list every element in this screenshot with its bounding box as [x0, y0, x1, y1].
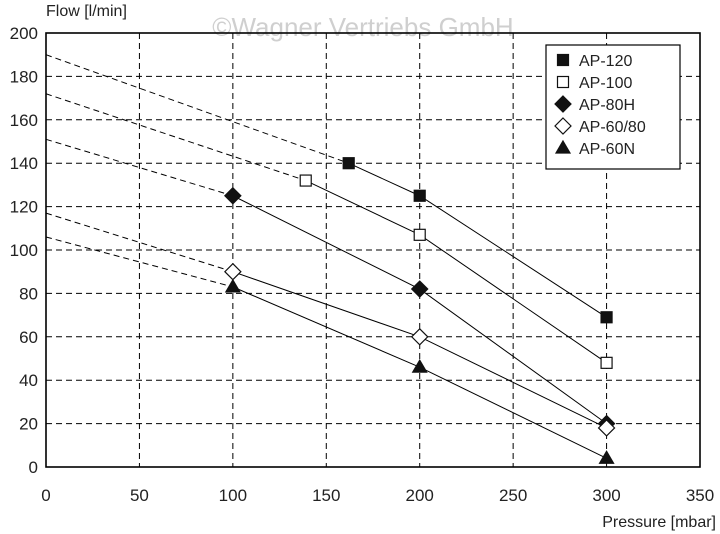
data-point-ap-120-1 — [413, 189, 426, 202]
watermark-text: ©Wagner Vertriebs GmbH — [212, 12, 513, 42]
x-tick-label-0: 0 — [41, 486, 50, 505]
x-tick-label-350: 350 — [686, 486, 714, 505]
x-tick-label-50: 50 — [130, 486, 149, 505]
extrapolation-line-ap-120 — [45, 54, 349, 164]
extrapolation-lines — [45, 54, 349, 288]
data-point-ap-80h-0 — [224, 186, 242, 205]
legend-marker-ap-100 — [556, 75, 570, 89]
data-point-ap-60-80-0 — [224, 262, 242, 281]
x-tick-label-200: 200 — [406, 486, 434, 505]
y-tick-label-100: 100 — [10, 241, 38, 260]
x-tick-label-100: 100 — [219, 486, 247, 505]
y-tick-label-40: 40 — [19, 371, 38, 390]
extrapolation-line-ap-60-80 — [45, 212, 234, 273]
y-axis-label: Flow [l/min] — [46, 3, 127, 20]
data-point-ap-60n-0 — [224, 278, 241, 293]
legend-label-ap-60-80: AP-60/80 — [579, 119, 646, 136]
series-line-ap-100 — [305, 180, 607, 364]
x-axis-label: Pressure [mbar] — [602, 514, 716, 531]
y-tick-label-140: 140 — [10, 154, 38, 173]
series-line-ap-120 — [348, 162, 607, 318]
y-tick-label-0: 0 — [29, 458, 38, 477]
legend-label-ap-100: AP-100 — [579, 75, 632, 92]
data-point-ap-120-0 — [342, 157, 355, 170]
data-point-ap-100-1 — [413, 228, 426, 241]
data-point-ap-80h-1 — [410, 280, 429, 298]
data-point-ap-60n-2 — [598, 450, 615, 464]
y-tick-label-80: 80 — [19, 284, 38, 303]
legend-label-ap-80h: AP-80H — [579, 97, 635, 114]
data-point-ap-100-2 — [600, 356, 613, 369]
y-tick-label-180: 180 — [10, 67, 38, 86]
extrapolation-line-ap-60n — [45, 236, 233, 288]
x-tick-label-150: 150 — [312, 486, 340, 505]
y-tick-label-200: 200 — [10, 24, 38, 43]
y-tick-labels: 0 20 40 60 80 100 120 140 160 180 200 — [10, 24, 38, 477]
y-tick-label-60: 60 — [19, 328, 38, 347]
data-point-ap-100-0 — [299, 174, 312, 187]
legend-marker-ap-60n — [554, 139, 572, 154]
x-tick-label-250: 250 — [499, 486, 527, 505]
data-point-ap-60n-1 — [411, 358, 428, 373]
legend-marker-ap-80h — [554, 95, 572, 113]
extrapolation-line-ap-100 — [45, 93, 306, 182]
extrapolation-line-ap-80h — [45, 138, 234, 197]
data-point-ap-60-80-2 — [597, 419, 616, 437]
y-tick-label-20: 20 — [19, 415, 38, 434]
data-point-ap-60-80-1 — [410, 327, 429, 346]
data-point-ap-120-2 — [600, 311, 613, 324]
legend-label-ap-120: AP-120 — [579, 53, 632, 70]
series-markers — [224, 157, 616, 464]
legend-label-ap-60n: AP-60N — [579, 141, 635, 158]
y-tick-label-160: 160 — [10, 111, 38, 130]
x-tick-label-300: 300 — [592, 486, 620, 505]
plot-frame — [45, 32, 701, 468]
y-tick-label-120: 120 — [10, 198, 38, 217]
x-tick-labels: 0 50 100 150 200 250 300 350 — [41, 486, 714, 505]
legend-marker-ap-60-80 — [554, 117, 572, 135]
legend-marker-ap-120 — [556, 53, 570, 67]
legend: AP-120 AP-100 AP-80H AP-60/80 AP-60N — [545, 44, 681, 170]
